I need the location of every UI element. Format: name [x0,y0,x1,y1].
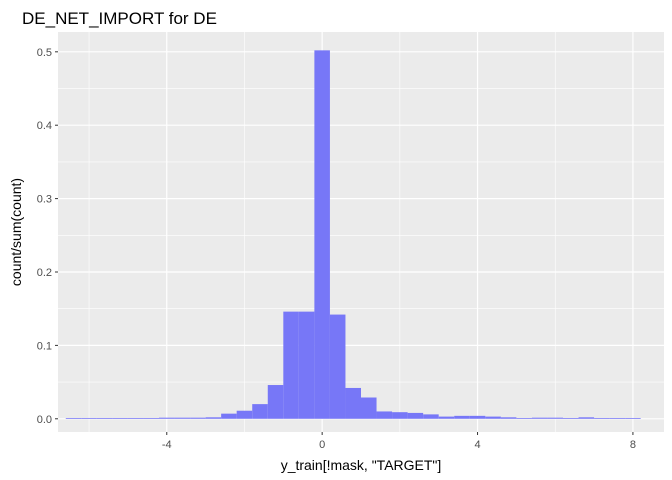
x-axis: -4 0 4 8 [162,432,636,451]
y-tick-label: 0.5 [37,47,52,59]
histogram-bar [81,417,97,419]
histogram-bar [127,417,144,419]
x-tick-label: 4 [474,439,480,451]
histogram-bar [314,50,330,419]
histogram-bar [438,416,455,419]
histogram-bar [609,417,626,419]
histogram-bar [143,417,159,419]
histogram-bar [625,417,641,419]
histogram-bar [159,417,175,419]
histogram-bars [65,50,641,419]
histogram-bar [423,414,439,419]
y-tick-label: 0.1 [37,340,52,352]
histogram-bar [407,412,424,419]
histogram-bar [547,417,563,419]
x-tick-label: 0 [319,439,325,451]
histogram-bar [65,417,82,419]
plot-panel [58,32,664,432]
histogram-bar [361,397,377,419]
histogram-bar [531,417,548,419]
histogram-bar [190,417,206,419]
histogram-bar [454,415,470,419]
histogram-bar [174,417,191,419]
y-tick-label: 0.4 [37,120,52,132]
histogram-bar [563,417,579,419]
x-tick-label: 8 [630,439,636,451]
histogram-bar [252,404,268,419]
x-axis-label: y_train[!mask, "TARGET"] [281,457,442,473]
chart-title: DE_NET_IMPORT for DE [22,9,217,28]
histogram-bar [267,385,284,419]
y-axis-label: count/sum(count) [8,178,24,286]
histogram-bar [578,417,595,419]
x-tick-label: -4 [162,439,172,451]
histogram-bar [112,417,128,419]
histogram-bar [516,417,532,419]
histogram-bar [345,387,361,419]
histogram-bar [329,314,346,419]
histogram-bar [500,417,517,419]
y-tick-label: 0.3 [37,194,52,206]
histogram-bar [485,416,501,419]
y-tick-label: 0.2 [37,267,52,279]
y-axis: 0.0 0.1 0.2 0.3 0.4 0.5 [37,47,58,426]
histogram-bar [236,410,253,419]
grid-minor [58,32,664,432]
histogram-bar [283,311,299,419]
histogram-bar [392,412,408,419]
histogram-bar [469,415,486,419]
y-tick-label: 0.0 [37,414,52,426]
histogram-bar [221,413,237,419]
histogram-bar [205,417,222,419]
histogram-bar [298,311,315,419]
histogram-bar [376,411,393,419]
histogram-bar [594,417,610,419]
histogram-bar [96,417,113,419]
